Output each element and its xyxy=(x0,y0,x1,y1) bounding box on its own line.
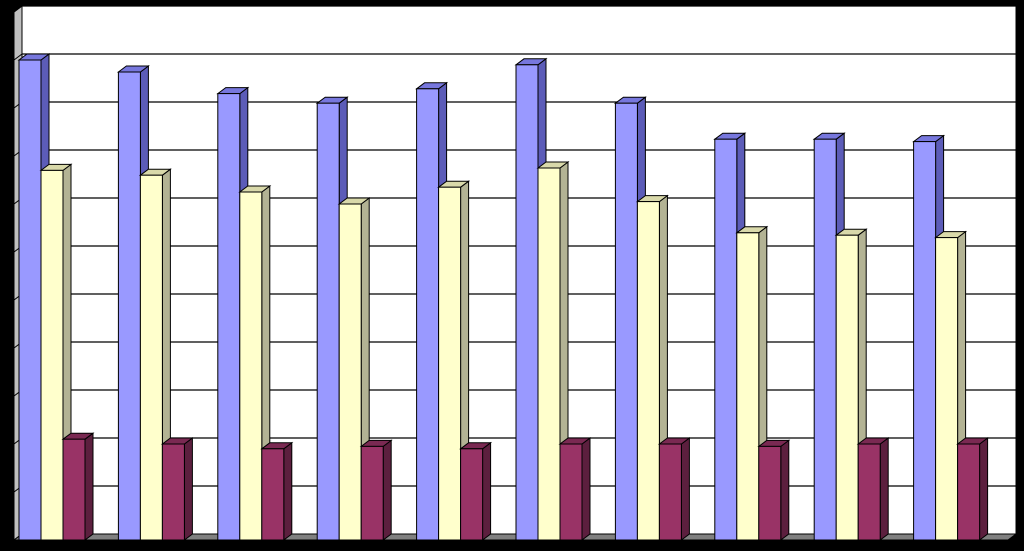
bar xyxy=(160,437,194,541)
gridline-side xyxy=(13,53,23,61)
bar xyxy=(856,437,890,541)
bar-front xyxy=(935,237,959,541)
bar-front xyxy=(438,186,462,541)
bar-side xyxy=(879,437,889,541)
bar-front xyxy=(62,438,86,541)
bar-side xyxy=(780,439,790,541)
bar xyxy=(359,439,393,541)
bar-front xyxy=(813,138,837,541)
bar-front xyxy=(217,93,241,541)
bar xyxy=(757,439,791,541)
bar-front xyxy=(261,448,285,541)
bar-side xyxy=(680,437,690,541)
bar-side xyxy=(979,437,989,541)
bar xyxy=(61,432,95,541)
bar-front xyxy=(239,191,263,541)
bar-front xyxy=(913,141,937,541)
bar-front xyxy=(316,102,340,541)
bar-front xyxy=(857,443,881,541)
bar-front xyxy=(139,174,163,541)
bar-front xyxy=(360,445,384,541)
gridline-side xyxy=(13,5,23,13)
bar-front xyxy=(957,443,981,541)
bar-front xyxy=(614,102,638,541)
bar-side xyxy=(581,437,591,541)
bar-front xyxy=(835,234,859,541)
bar-side xyxy=(382,439,392,541)
bar-front xyxy=(515,64,539,541)
bar-side xyxy=(84,432,94,541)
bar-side xyxy=(183,437,193,541)
bar-front xyxy=(460,448,484,541)
bar-front xyxy=(758,445,782,541)
bar-marks xyxy=(17,53,990,541)
bar xyxy=(459,441,493,541)
bar-front xyxy=(636,201,660,541)
bar-front xyxy=(537,167,561,541)
bar-front xyxy=(736,232,760,541)
bar-front xyxy=(658,443,682,541)
bar-front xyxy=(18,59,42,541)
bar-front xyxy=(40,169,64,541)
bar-front xyxy=(338,203,362,541)
bar-front xyxy=(559,443,583,541)
bar-side xyxy=(283,441,293,541)
bar xyxy=(260,441,294,541)
bar xyxy=(956,437,990,541)
bar-side xyxy=(482,441,492,541)
bar xyxy=(657,437,691,541)
bar-front xyxy=(117,71,141,541)
bar-front xyxy=(416,88,440,541)
bar-front xyxy=(161,443,185,541)
bar xyxy=(558,437,592,541)
bar-front xyxy=(714,138,738,541)
